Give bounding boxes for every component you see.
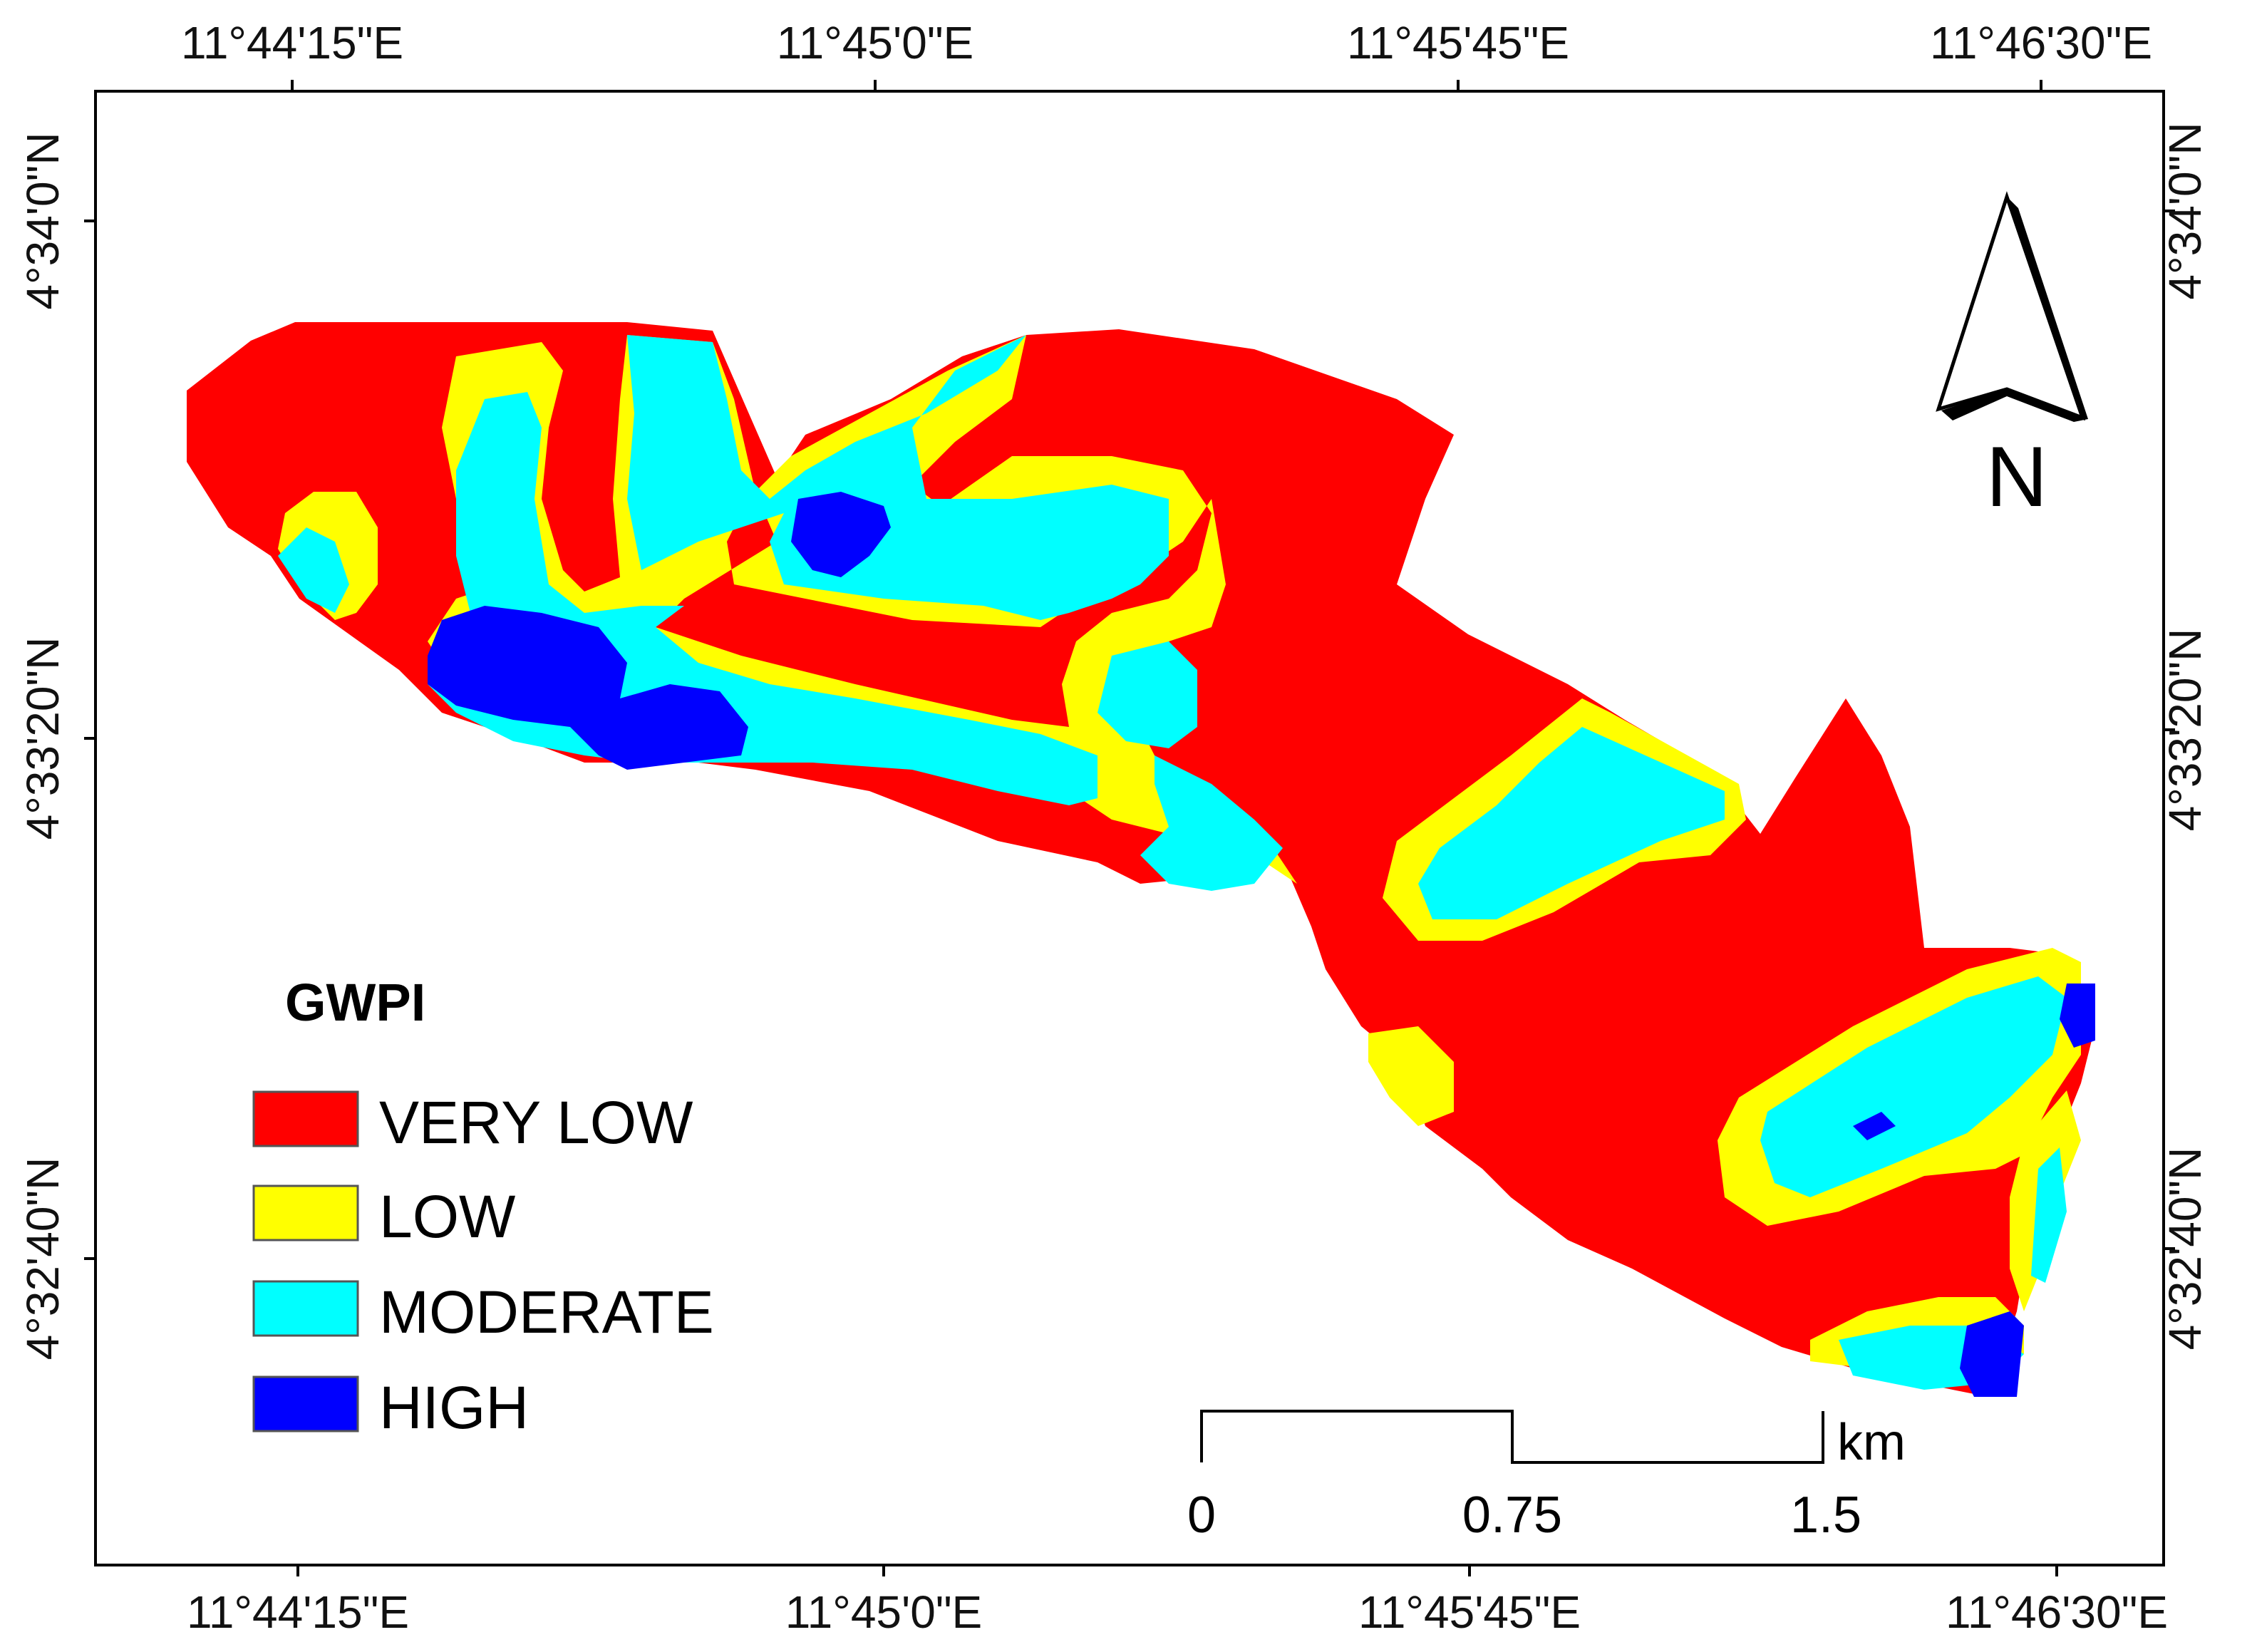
zone-moderate [1418,727,1725,919]
left-ticks [84,220,95,1260]
legend-label-high: HIGH [379,1374,529,1441]
study-area [187,322,2095,1397]
zone-low [1368,1026,1454,1126]
legend-swatch-moderate [252,1280,359,1337]
top-tick-label: 11°46'30"E [1930,17,2152,68]
right-tick-label: 4°34'0"N [2159,122,2211,299]
scale-bar [1200,1410,1824,1464]
bottom-tick-label: 11°45'45"E [1358,1586,1581,1638]
zone-moderate [278,527,349,613]
bottom-tick-label: 11°46'30"E [1946,1586,2168,1638]
bottom-ticks [296,1565,2058,1576]
zone-high [2060,984,2095,1048]
zone-moderate [1140,755,1283,891]
scale-label-1-5: 1.5 [1790,1487,1861,1544]
zone-high [428,606,748,770]
zone-high [791,492,891,577]
legend-label-very-low: VERY LOW [379,1089,693,1156]
legend: GWPI VERY LOW LOW MODERATE HIGH [252,973,714,1441]
left-tick-label: 4°32'40"N [17,1157,68,1361]
zone-moderate [2031,1147,2067,1283]
right-ticks [2164,210,2175,1250]
scale-label-0-75: 0.75 [1462,1487,1562,1544]
legend-swatch-high [252,1375,359,1432]
bottom-tick-label: 11°44'15"E [187,1586,409,1638]
zone-moderate [627,335,1169,620]
zone-high [1960,1311,2024,1397]
left-tick-labels: 4°34'0"N 4°33'20"N 4°32'40"N [17,132,68,1360]
north-arrow: N [1936,191,2088,525]
legend-label-low: LOW [379,1183,515,1250]
scale-label-0: 0 [1187,1487,1216,1544]
zone-high [1853,1112,1896,1140]
right-tick-label: 4°33'20"N [2159,629,2211,832]
legend-swatch-low [252,1184,359,1241]
top-ticks [291,80,2042,91]
bottom-tick-label: 11°45'0"E [785,1586,982,1638]
bottom-tick-labels: 11°44'15"E 11°45'0"E 11°45'45"E 11°46'30… [187,1586,2168,1638]
left-tick-label: 4°34'0"N [17,132,68,309]
top-tick-label: 11°44'15"E [181,17,403,68]
north-label: N [1986,429,2048,525]
legend-title: GWPI [285,973,425,1032]
legend-label-moderate: MODERATE [379,1279,714,1346]
right-tick-label: 4°32'40"N [2159,1147,2211,1351]
top-tick-labels: 11°44'15"E 11°45'0"E 11°45'45"E 11°46'30… [181,17,2152,68]
top-tick-label: 11°45'0"E [777,17,973,68]
top-tick-label: 11°45'45"E [1347,17,1569,68]
zone-moderate [1760,976,2067,1197]
left-tick-label: 4°33'20"N [17,637,68,840]
zone-moderate [1097,641,1197,748]
legend-swatch-very-low [252,1090,359,1147]
right-tick-labels: 4°34'0"N 4°33'20"N 4°32'40"N [2159,122,2211,1350]
scale-unit: km [1837,1414,1906,1471]
